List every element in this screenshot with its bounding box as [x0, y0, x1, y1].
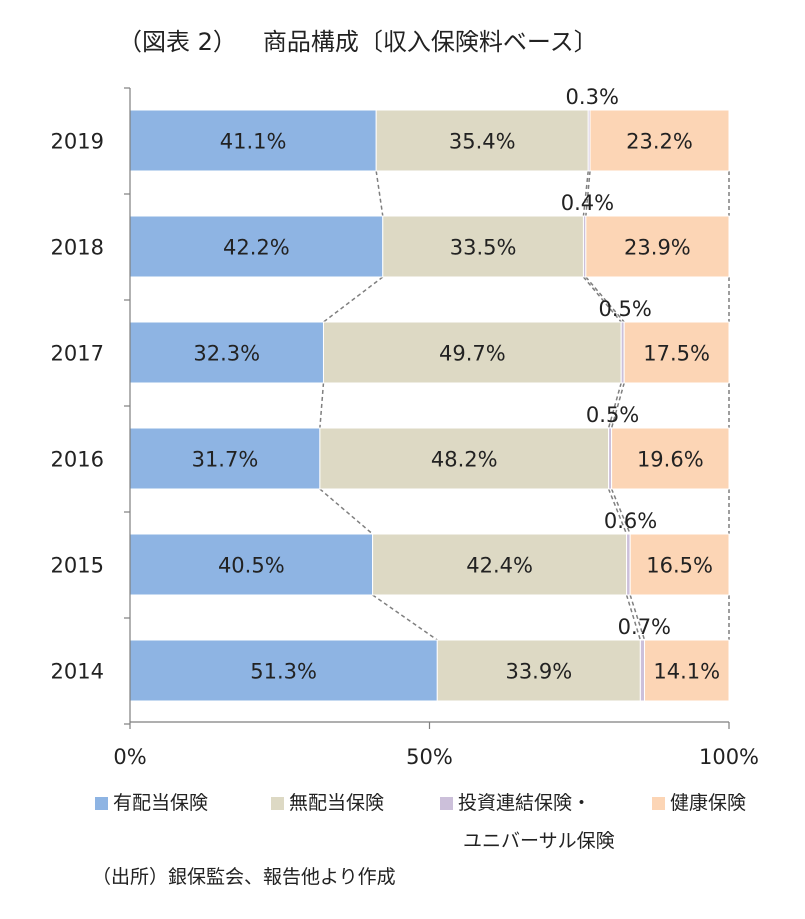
connector-line-2016-2015-3 [610, 488, 631, 535]
connector-line-2015-2014-2 [625, 594, 642, 641]
connector-line-2015-2014-1 [372, 594, 438, 641]
data-label-2016-series-1: 31.7% [192, 448, 259, 472]
category-label-2015: 2015 [51, 554, 104, 578]
data-label-2016-series-4: 19.6% [637, 448, 704, 472]
chart-title: （図表 2） 商品構成〔収入保険料ベース〕 [118, 22, 598, 57]
connector-line-2019-2018-2 [582, 170, 589, 217]
data-label-2017-series-2: 49.7% [439, 342, 506, 366]
bar-2017-series-2 [322, 321, 622, 384]
x-tick-label-1: 50% [406, 745, 453, 769]
bar-2018-series-4 [585, 215, 730, 278]
legend-label-series-3: 投資連結保険・ [458, 792, 592, 814]
legend-item-series-1: 有配当保険 [95, 790, 208, 816]
data-label-2015-series-3: 0.6% [604, 509, 657, 533]
connector-line-2017-2016-3 [610, 382, 625, 429]
legend-label-series-1: 有配当保険 [113, 792, 209, 814]
legend-label-series-2: 無配当保険 [289, 792, 385, 814]
data-label-2019-series-4: 23.2% [626, 130, 693, 154]
legend-item-series-2: 無配当保険 [271, 790, 384, 816]
legend-swatch-series-2 [271, 796, 284, 810]
category-label-2017: 2017 [51, 342, 104, 366]
bar-2019-series-4 [589, 109, 730, 172]
data-label-2014-series-2: 33.9% [505, 660, 572, 684]
data-label-2017-series-3: 0.5% [599, 297, 652, 321]
connector-line-2015-2014-3 [629, 594, 646, 641]
data-label-2019-series-1: 41.1% [220, 130, 287, 154]
data-label-2017-series-4: 17.5% [643, 342, 710, 366]
connector-line-2018-2017-1 [323, 276, 384, 323]
bar-2019-series-1 [129, 109, 377, 172]
bar-2015-series-2 [372, 533, 628, 596]
bar-2016-series-1 [129, 427, 321, 490]
x-tick-label-2: 100% [699, 745, 759, 769]
data-label-2014-series-3: 0.7% [618, 615, 671, 639]
data-label-2016-series-3: 0.5% [586, 403, 639, 427]
bar-2014-series-1 [129, 639, 438, 702]
connector-line-2018-2017-2 [582, 276, 622, 323]
connector-line-2019-2018-1 [375, 170, 384, 217]
legend-label-series-4: 健康保険 [670, 792, 747, 814]
data-label-2017-series-1: 32.3% [193, 342, 260, 366]
category-label-2016: 2016 [51, 448, 104, 472]
bar-2015-series-3 [626, 533, 631, 596]
connector-line-2018-2017-3 [585, 276, 625, 323]
connector-line-2017-2016-2 [607, 382, 622, 429]
legend-swatch-series-4 [652, 796, 665, 810]
data-label-2018-series-1: 42.2% [223, 236, 290, 260]
bar-2019-series-2 [375, 109, 589, 172]
connector-line-2019-2018-3 [585, 170, 591, 217]
data-label-2018-series-3: 0.4% [561, 191, 614, 215]
data-label-2015-series-2: 42.4% [466, 554, 533, 578]
connector-line-2017-2016-1 [319, 382, 325, 429]
category-label-2018: 2018 [51, 236, 104, 260]
data-label-2016-series-2: 48.2% [431, 448, 498, 472]
bar-2017-series-4 [623, 321, 730, 384]
bar-2017-series-1 [129, 321, 324, 384]
bar-2016-series-4 [611, 427, 730, 490]
series-connector-lines [319, 170, 730, 641]
data-label-2014-series-1: 51.3% [250, 660, 317, 684]
data-label-2018-series-2: 33.5% [450, 236, 517, 260]
bar-2015-series-4 [629, 533, 730, 596]
category-label-2019: 2019 [51, 130, 104, 154]
figure-number: （図表 2） [118, 28, 237, 56]
connector-line-2016-2015-1 [319, 488, 374, 535]
data-label-2015-series-1: 40.5% [218, 554, 285, 578]
legend-item-series-4: 健康保険 [652, 790, 746, 816]
connector-line-2016-2015-2 [607, 488, 628, 535]
bar-2015-series-1 [129, 533, 374, 596]
x-tick-label-0: 0% [113, 745, 146, 769]
category-label-2014: 2014 [51, 660, 104, 684]
legend-item-series-3: 投資連結保険・ [440, 790, 591, 816]
bar-2014-series-4 [644, 639, 730, 702]
bar-2016-series-2 [319, 427, 610, 490]
data-label-2018-series-4: 23.9% [624, 236, 691, 260]
data-label-2019-series-2: 35.4% [449, 130, 516, 154]
value-labels: 41.1% 35.4% 0.3% 23.2% 42.2% 33.5% 0.4% 23.9% 32… [192, 85, 721, 684]
bar-2018-series-1 [129, 215, 384, 278]
data-label-2019-series-3: 0.3% [566, 85, 619, 109]
bars [129, 109, 730, 702]
bar-2014-series-2 [436, 639, 641, 702]
axes: 2019 2018 2017 2016 2015 2014 0% 50% 100% [51, 87, 759, 769]
legend-swatch-series-3 [440, 796, 453, 810]
legend-label-series-3-line2: ユニバーサル保険 [463, 830, 615, 852]
data-label-2015-series-4: 16.5% [646, 554, 713, 578]
chart-title-text: 商品構成〔収入保険料ベース〕 [262, 28, 598, 56]
legend-swatch-series-1 [95, 796, 108, 810]
bar-2014-series-3 [639, 639, 646, 702]
data-label-2014-series-4: 14.1% [653, 660, 720, 684]
source-note: （出所）銀保監会、報告他より作成 [92, 866, 396, 888]
